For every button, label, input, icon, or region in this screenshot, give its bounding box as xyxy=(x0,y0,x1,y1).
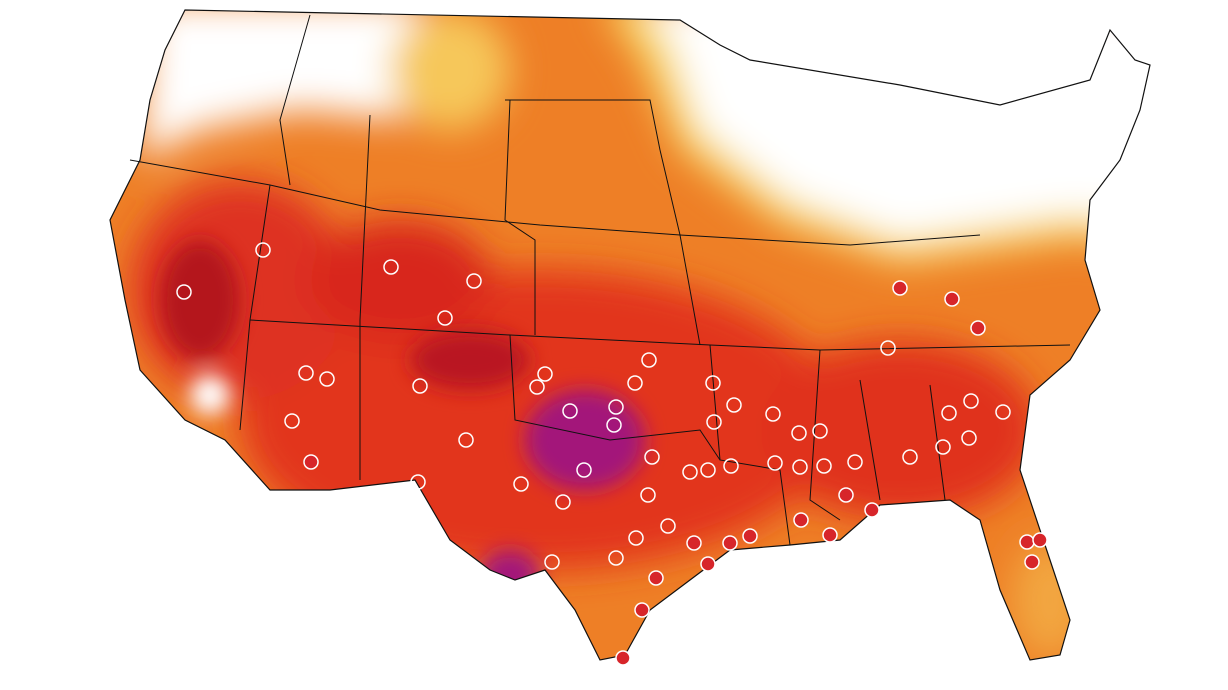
hottest-nm xyxy=(410,330,530,390)
city-marker xyxy=(628,530,644,546)
city-marker xyxy=(255,242,271,258)
city-marker-filled xyxy=(742,528,758,544)
city-marker xyxy=(723,458,739,474)
city-marker-filled xyxy=(648,570,664,586)
city-marker-filled xyxy=(838,487,854,503)
city-marker xyxy=(437,310,453,326)
city-marker xyxy=(319,371,335,387)
state-line xyxy=(505,99,661,151)
city-marker xyxy=(880,340,896,356)
city-marker xyxy=(792,459,808,475)
city-marker-filled xyxy=(892,280,908,296)
city-marker xyxy=(706,414,722,430)
hottest-nevada xyxy=(160,240,240,360)
city-marker xyxy=(700,462,716,478)
city-marker-filled xyxy=(686,535,702,551)
city-marker-filled xyxy=(1032,532,1048,548)
city-marker xyxy=(963,393,979,409)
city-marker-filled xyxy=(793,512,809,528)
city-marker xyxy=(606,417,622,433)
city-marker xyxy=(812,423,828,439)
city-marker-filled xyxy=(303,454,319,470)
city-marker xyxy=(458,432,474,448)
city-marker-filled xyxy=(615,650,631,666)
country-outline xyxy=(109,9,1151,661)
cool-spot xyxy=(190,375,230,415)
hot-mountain xyxy=(310,220,490,340)
city-marker-filled xyxy=(864,502,880,518)
state-line xyxy=(279,14,311,186)
city-marker xyxy=(466,273,482,289)
city-marker xyxy=(847,454,863,470)
city-marker xyxy=(544,554,560,570)
city-marker xyxy=(555,494,571,510)
city-marker xyxy=(537,366,553,382)
city-marker xyxy=(935,439,951,455)
city-marker xyxy=(412,378,428,394)
warm-patch xyxy=(390,10,510,130)
city-marker xyxy=(627,375,643,391)
city-marker xyxy=(791,425,807,441)
city-marker xyxy=(298,365,314,381)
city-marker xyxy=(529,379,545,395)
city-marker-filled xyxy=(700,556,716,572)
state-line xyxy=(239,184,271,431)
extreme-heat xyxy=(525,390,645,490)
city-marker xyxy=(660,518,676,534)
city-marker xyxy=(644,449,660,465)
cool-north-west xyxy=(140,10,420,160)
city-marker xyxy=(284,413,300,429)
state-line xyxy=(659,149,701,346)
city-marker xyxy=(608,550,624,566)
city-marker-filled xyxy=(822,527,838,543)
city-marker xyxy=(383,259,399,275)
city-marker xyxy=(640,487,656,503)
city-marker-filled xyxy=(970,320,986,336)
city-marker xyxy=(726,397,742,413)
city-marker-filled xyxy=(634,602,650,618)
state-line xyxy=(509,334,721,461)
city-marker xyxy=(513,476,529,492)
city-marker xyxy=(562,403,578,419)
city-marker-filled xyxy=(1024,554,1040,570)
city-marker xyxy=(961,430,977,446)
state-line xyxy=(359,114,371,480)
city-marker xyxy=(941,405,957,421)
city-marker xyxy=(682,464,698,480)
hot-southeast xyxy=(760,340,1040,520)
state-line xyxy=(504,99,536,335)
city-marker xyxy=(767,455,783,471)
city-marker xyxy=(410,474,426,490)
state-borders xyxy=(129,14,1071,546)
city-marker xyxy=(705,375,721,391)
city-marker xyxy=(641,352,657,368)
state-line xyxy=(859,379,881,501)
city-marker xyxy=(816,458,832,474)
city-marker xyxy=(608,399,624,415)
city-marker xyxy=(995,404,1011,420)
city-markers xyxy=(176,242,1048,666)
city-marker-filled xyxy=(1019,534,1035,550)
state-line xyxy=(709,344,791,546)
city-marker xyxy=(576,462,592,478)
city-marker xyxy=(765,406,781,422)
city-marker-filled xyxy=(944,291,960,307)
city-marker xyxy=(176,284,192,300)
city-marker xyxy=(902,449,918,465)
city-marker-filled xyxy=(722,535,738,551)
state-line xyxy=(809,349,841,521)
